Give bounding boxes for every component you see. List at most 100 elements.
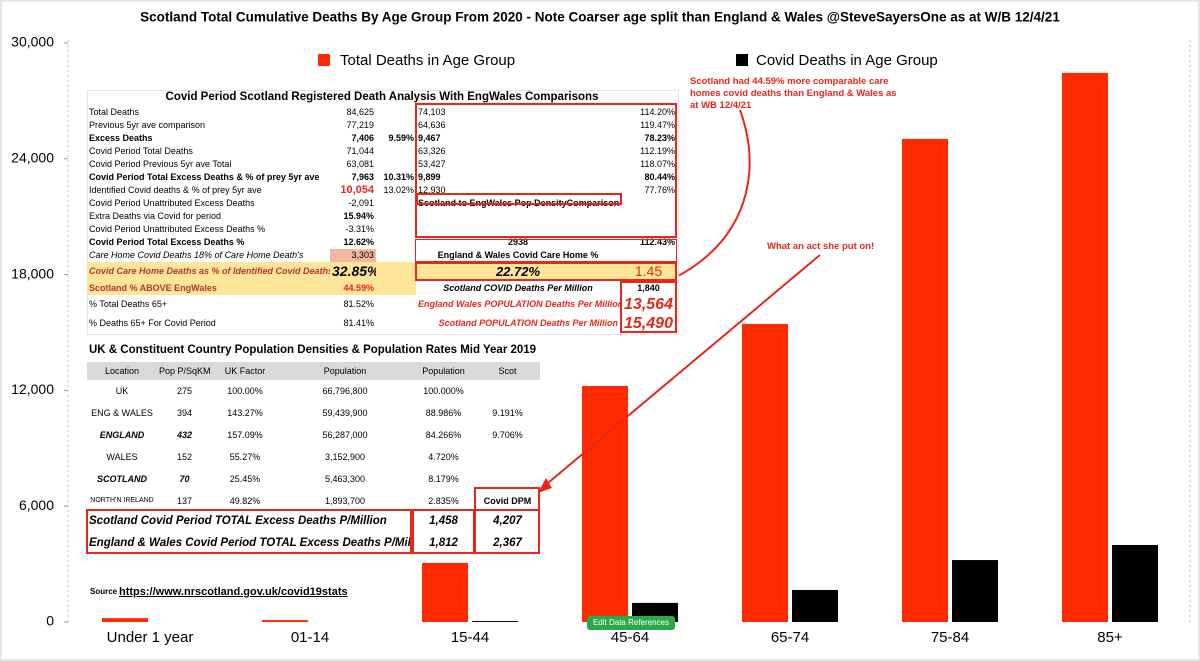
population-cell: WALES (106, 452, 138, 462)
population-cell: 9.706% (492, 430, 523, 440)
totals-cell: 1,812 (429, 537, 458, 549)
totals-cell: 1,458 (429, 515, 458, 527)
y-tick-label: 6,000 (19, 497, 54, 513)
header-cell: Population (323, 366, 367, 376)
header-cell: Scot (498, 366, 517, 376)
analysis-cell: 119.47% (640, 120, 675, 130)
population-cell: 1,893,700 (324, 496, 366, 506)
analysis-cell: Covid Period Previous 5yr ave Total (89, 159, 232, 169)
analysis-cell: 9.59% (388, 133, 414, 143)
analysis-cell: 7,406 (351, 133, 374, 143)
analysis-cell: Covid Care Home Deaths as % of Identifie… (89, 266, 330, 276)
population-cell: 157.09% (227, 430, 263, 440)
cell-highlight (330, 249, 376, 262)
y-tick-label: 30,000 (11, 34, 54, 50)
legend-label: Covid Deaths in Age Group (756, 52, 938, 69)
row-highlight (87, 262, 677, 281)
population-cell: 49.82% (229, 496, 261, 506)
highlight-box (620, 281, 677, 333)
highlight-box (474, 509, 540, 554)
population-cell: 143.27% (227, 408, 263, 418)
analysis-cell: Excess Deaths (89, 133, 153, 143)
population-cell: 432 (176, 430, 193, 440)
highlight-box (415, 239, 677, 262)
bar (952, 560, 998, 622)
analysis-cell: -2,091 (348, 198, 374, 208)
bar (1112, 544, 1158, 622)
y-tick-label: 0 (46, 613, 54, 629)
analysis-cell: 64,636 (418, 120, 446, 130)
row-highlight (87, 281, 416, 295)
highlight-box (415, 103, 677, 238)
analysis-cell: Covid Period Total Deaths (89, 146, 193, 156)
bar (792, 589, 838, 622)
bar (1062, 72, 1108, 623)
analysis-cell: 1,840 (637, 283, 660, 293)
analysis-cell: -3.31% (345, 224, 374, 234)
population-cell: 100.00% (227, 386, 263, 396)
button[interactable]: Edit Data References (587, 616, 675, 630)
analysis-cell: 9,467 (418, 133, 441, 143)
analysis-cell: Covid Period Unattributed Excess Deaths … (89, 224, 266, 234)
analysis-cell: 15.94% (343, 211, 374, 221)
header-cell: Pop P/SqKM (159, 366, 211, 376)
analysis-cell: 3,303 (351, 250, 374, 260)
analysis-cell: 10,054 (340, 184, 374, 196)
analysis-cell: 118.07% (640, 159, 675, 169)
analysis-cell: Covid Period Total Excess Deaths & % of … (89, 172, 320, 182)
x-tick-label: 45-64 (611, 629, 649, 646)
analysis-cell: % Total Deaths 65+ (89, 299, 168, 309)
totals-cell: Scotland Covid Period TOTAL Excess Death… (89, 515, 387, 527)
analysis-cell: 12.62% (343, 237, 374, 247)
population-cell: 100.000% (423, 386, 464, 396)
annotation: Scotland had 44.59% more comparable care… (690, 76, 897, 111)
analysis-cell: Covid Period Total Excess Deaths % (89, 237, 245, 247)
analysis-cell: 114.20% (640, 107, 675, 117)
population-cell: ENGLAND (99, 430, 145, 440)
analysis-cell: 81.52% (343, 299, 374, 309)
population-cell: Covid DPM (483, 496, 532, 506)
x-tick-label: 15-44 (451, 629, 489, 646)
analysis-cell: 112.19% (640, 146, 675, 156)
analysis-cell: 74,103 (418, 107, 446, 117)
table-title: Covid Period Scotland Registered Death A… (165, 91, 599, 103)
totals-cell: 4,207 (493, 515, 522, 527)
bar (902, 138, 948, 622)
highlight-box (416, 193, 622, 205)
analysis-cell: 15,490 (624, 315, 673, 332)
analysis-cell: 77.76% (644, 185, 675, 195)
analysis-cell: Care Home Covid Deaths 18% of Care Home … (89, 250, 304, 260)
analysis-cell: Scotland POPULATION Deaths Per Million (438, 318, 618, 328)
x-tick-label: 01-14 (291, 629, 329, 646)
highlight-box (86, 509, 412, 554)
analysis-cell: England & Wales Covid Care Home % (437, 250, 599, 260)
analysis-cell: 53,427 (418, 159, 446, 169)
population-cell: 88.986% (425, 408, 462, 418)
y-tick-label: 24,000 (11, 150, 54, 166)
source-link: https://www.nrscotland.gov.uk/covid19sta… (119, 586, 348, 598)
population-cell: 137 (176, 496, 193, 506)
analysis-cell: 7,963 (351, 172, 374, 182)
analysis-cell: Identified Covid deaths & % of prey 5yr … (89, 185, 262, 195)
analysis-cell: 22.72% (495, 264, 541, 279)
header-cell: UK Factor (224, 366, 266, 376)
analysis-cell: 71,044 (346, 146, 374, 156)
analysis-cell: 9,899 (418, 172, 441, 182)
population-cell: 59,439,900 (322, 408, 368, 418)
analysis-cell: 13,564 (624, 296, 673, 313)
x-tick-label: 75-84 (931, 629, 969, 646)
population-cell: 9.191% (492, 408, 523, 418)
analysis-cell: 2938 (507, 237, 529, 247)
bar (582, 385, 628, 622)
analysis-cell: 84,625 (346, 107, 374, 117)
legend-swatch (736, 54, 748, 66)
analysis-cell: Total Deaths (89, 107, 140, 117)
population-cell: 2.835% (428, 496, 459, 506)
population-cell: 66,796,800 (322, 386, 368, 396)
chart-title: Scotland Total Cumulative Deaths By Age … (140, 10, 1060, 25)
highlight-box (474, 487, 540, 511)
analysis-cell: 1.45 (634, 263, 663, 279)
analysis-cell: Extra Deaths via Covid for period (89, 211, 222, 221)
analysis-cell: 32.85% (332, 263, 376, 279)
analysis-cell: Previous 5yr ave comparison (89, 120, 206, 130)
